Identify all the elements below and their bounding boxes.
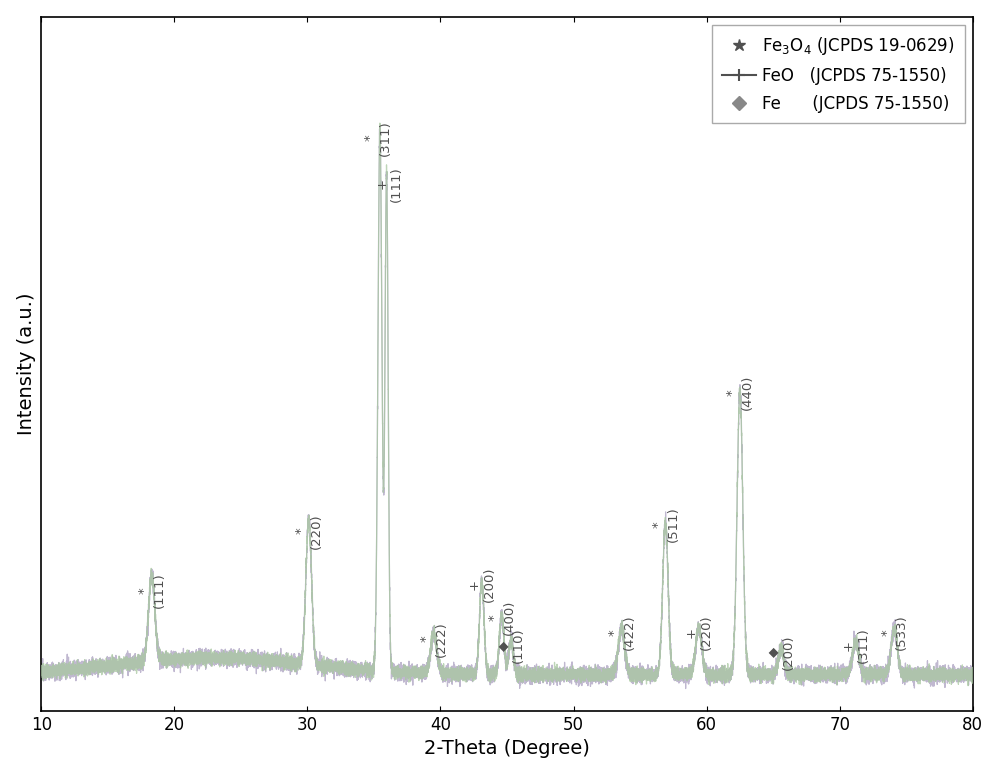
Text: *
(222): * (222) <box>420 621 448 656</box>
Text: +
(200): + (200) <box>468 567 496 602</box>
Text: +
(111): + (111) <box>375 166 403 202</box>
Legend: Fe$_3$O$_4$ (JCPDS 19-0629), FeO   (JCPDS 75-1550), Fe      (JCPDS 75-1550): Fe$_3$O$_4$ (JCPDS 19-0629), FeO (JCPDS … <box>712 25 965 123</box>
Text: +
(311): + (311) <box>842 628 870 663</box>
Text: ◆
(200): ◆ (200) <box>767 635 795 670</box>
Text: *
(533): * (533) <box>880 615 908 650</box>
Text: *
(511): * (511) <box>651 507 679 542</box>
Text: +
(220): + (220) <box>685 615 713 650</box>
X-axis label: 2-Theta (Degree): 2-Theta (Degree) <box>424 739 590 758</box>
Text: *
(111): * (111) <box>138 573 166 608</box>
Text: *
(400): * (400) <box>488 600 516 635</box>
Text: ◆
(110): ◆ (110) <box>497 628 525 663</box>
Text: *
(220): * (220) <box>295 513 323 549</box>
Y-axis label: Intensity (a.u.): Intensity (a.u.) <box>17 292 36 435</box>
Text: *
(422): * (422) <box>607 615 635 650</box>
Text: *
(440): * (440) <box>726 374 754 410</box>
Text: *
(311): * (311) <box>364 120 392 156</box>
